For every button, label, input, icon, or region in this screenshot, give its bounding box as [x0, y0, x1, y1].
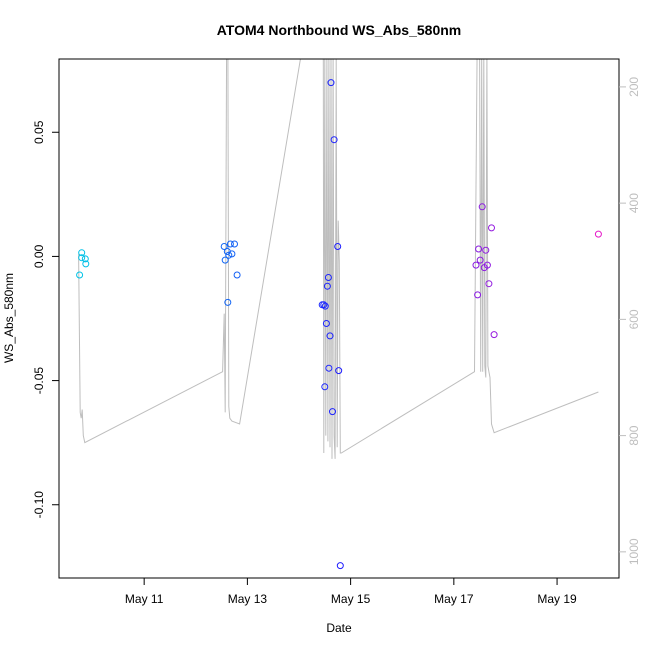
- data-point: [594, 230, 602, 238]
- y-axis: 0.05 0.00 -0.05 -0.10: [32, 120, 59, 518]
- x-axis: May 11 May 13 May 15 May 17 May 19: [125, 578, 577, 606]
- y2-tick-label: 800: [627, 425, 641, 445]
- y2-tick-label: 400: [627, 193, 641, 213]
- data-points: [76, 79, 602, 570]
- data-point: [488, 224, 495, 232]
- y2-tick-label: 1000: [627, 538, 641, 565]
- x-tick-label: May 15: [331, 592, 371, 606]
- data-point: [334, 243, 342, 250]
- data-point: [320, 301, 328, 309]
- data-point: [336, 562, 344, 570]
- background-line: [78, 59, 599, 459]
- data-point: [76, 271, 84, 279]
- data-point: [476, 256, 484, 264]
- data-point: [490, 331, 498, 339]
- data-point: [224, 298, 232, 306]
- data-point: [327, 79, 335, 87]
- y-tick-label: 0.05: [32, 120, 46, 144]
- data-point: [78, 254, 86, 262]
- secondary-y-axis: 200 400 600 800 1000: [619, 77, 641, 565]
- data-point: [474, 291, 482, 299]
- data-point: [231, 240, 238, 248]
- x-tick-label: May 11: [125, 592, 164, 606]
- x-axis-label: Date: [326, 621, 352, 635]
- data-point: [228, 250, 236, 258]
- data-point: [233, 271, 241, 279]
- data-point: [321, 302, 329, 310]
- chart-title: ATOM4 Northbound WS_Abs_580nm: [217, 22, 462, 38]
- data-point: [322, 320, 330, 327]
- data-point: [483, 261, 491, 269]
- data-point: [478, 203, 486, 211]
- data-point: [335, 367, 343, 375]
- y-tick-label: -0.05: [32, 367, 46, 395]
- data-point: [330, 136, 338, 144]
- data-point: [472, 261, 480, 269]
- y-tick-label: -0.10: [32, 491, 46, 519]
- y-tick-label: 0.00: [32, 244, 46, 268]
- x-tick-label: May 13: [228, 592, 268, 606]
- background-series: [78, 59, 599, 459]
- x-tick-label: May 17: [434, 592, 474, 606]
- x-tick-label: May 19: [537, 592, 577, 606]
- data-point: [482, 246, 490, 254]
- data-point: [82, 260, 90, 268]
- y2-tick-label: 600: [627, 309, 641, 329]
- data-point: [220, 243, 228, 250]
- y2-tick-label: 200: [627, 77, 641, 97]
- data-point: [321, 383, 329, 391]
- plot-frame: [58, 58, 620, 579]
- data-point: [329, 408, 336, 416]
- data-point: [323, 282, 331, 290]
- data-point: [326, 332, 334, 340]
- data-point: [221, 256, 229, 264]
- data-point: [225, 251, 233, 259]
- data-point: [226, 240, 234, 248]
- data-point: [325, 364, 333, 372]
- y-axis-label: WS_Abs_580nm: [2, 273, 16, 363]
- data-point: [78, 249, 86, 257]
- data-point: [81, 255, 89, 263]
- data-point: [485, 280, 493, 288]
- data-point: [324, 274, 332, 281]
- data-point: [475, 245, 483, 253]
